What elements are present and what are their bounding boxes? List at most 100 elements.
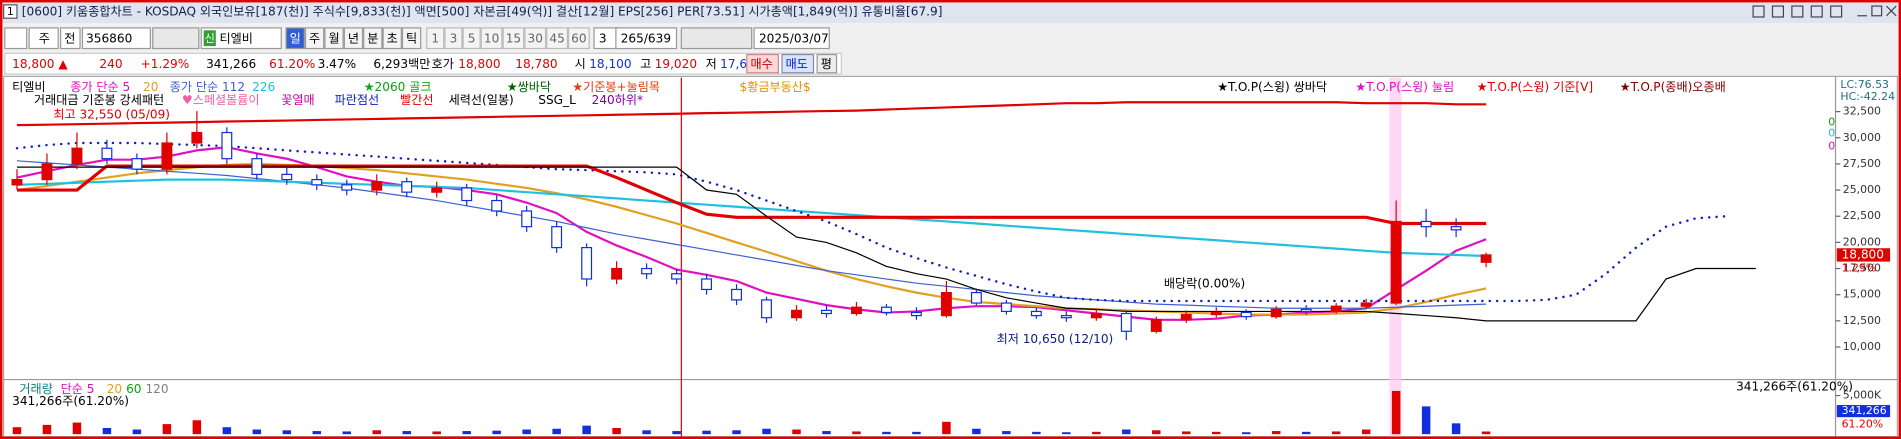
period: 틱 [406, 31, 417, 45]
volume-bar [612, 427, 621, 435]
interval-button[interactable] [546, 27, 568, 50]
search-button[interactable] [152, 27, 200, 50]
legend-indicator: 거래대금 기준봉 강세패턴 [34, 93, 164, 107]
candle-body [880, 306, 892, 314]
y-tick-label: 32,500 [1843, 105, 1881, 118]
volume-bar [1062, 432, 1071, 435]
window-icon[interactable] [3, 4, 18, 19]
volume-bar [1271, 431, 1281, 435]
last-price-box [1836, 248, 1891, 262]
volume-ma: 120 [145, 382, 168, 396]
volume-bar [1241, 432, 1251, 435]
y-tick-label: 20,000 [1843, 235, 1881, 248]
period-button[interactable] [285, 27, 305, 50]
legend-indicator: 꽃열매 [281, 93, 314, 107]
interval-button[interactable] [524, 27, 547, 50]
volume-bar [1301, 431, 1311, 435]
candle-body [1480, 254, 1492, 263]
count-field[interactable] [615, 27, 678, 50]
legend-indicator: ★쌍바닥 [507, 80, 551, 94]
candle-body [1420, 220, 1432, 228]
candle-body [281, 173, 293, 181]
volume-bar [1331, 431, 1341, 435]
code-input[interactable] [81, 27, 151, 50]
volume-bar [1032, 431, 1041, 435]
volume-last-label: 341,266 [1842, 404, 1887, 417]
amount: 6,293백만 [373, 57, 430, 71]
open: 18,100 [589, 57, 631, 71]
legend-indicator: 240하위* [592, 93, 643, 107]
volume: 341,266 [206, 57, 256, 71]
candle-body [431, 187, 443, 193]
period: 주 [309, 31, 320, 45]
candle-body [461, 187, 473, 202]
period-button[interactable] [343, 27, 364, 50]
interval: 10 [484, 31, 499, 45]
candle-body [1000, 302, 1012, 313]
legend-indicator: ★T.O.P(종배)오종배 [1620, 80, 1726, 94]
volume-bar [372, 430, 382, 435]
y-tick-label: 27,500 [1843, 157, 1881, 170]
candle-body [940, 291, 952, 317]
volume-bar [1212, 431, 1221, 435]
y-tick-label: 25,000 [1843, 183, 1881, 196]
candle-body [341, 184, 353, 191]
date-field[interactable] [753, 27, 830, 50]
unit-select[interactable] [28, 27, 59, 50]
volume-bar [1152, 430, 1161, 435]
legend-indicator: $황금부동산$ [740, 80, 811, 94]
name-field[interactable] [200, 27, 282, 50]
volume-bar [312, 431, 322, 435]
volume-last-box [1836, 405, 1891, 418]
mode-select[interactable] [60, 27, 81, 50]
period-button[interactable] [401, 27, 422, 50]
volume-ratio: 61.20% [269, 57, 315, 71]
volume-bar [1391, 390, 1401, 435]
window-controls[interactable] [1752, 5, 1897, 18]
volume-bar [882, 431, 891, 435]
price-line [16, 166, 1756, 322]
candle-body [161, 142, 173, 170]
count: 265/639 [621, 31, 671, 45]
volume-bar [762, 428, 771, 435]
y-tick-label: 30,000 [1843, 131, 1881, 144]
candle-body [191, 131, 203, 144]
chart-type-button[interactable] [4, 27, 28, 50]
signal-value: 0 [1828, 140, 1835, 153]
volume-ma: 60 [126, 382, 141, 396]
buy-button[interactable] [746, 53, 779, 74]
volume-bar [1092, 431, 1101, 435]
volume-bar [1002, 431, 1011, 435]
last-change: 1.29% [1842, 261, 1877, 274]
interval: 5 [468, 31, 476, 45]
period-button[interactable] [324, 27, 344, 50]
period-button[interactable] [363, 27, 383, 50]
period-button[interactable] [304, 27, 325, 50]
price-line [16, 101, 1487, 127]
new-tag-bg [203, 30, 216, 47]
turnover: 3.47% [318, 57, 356, 71]
window-title: [0600] 키움종합차트 - KOSDAQ 외국인보유[187(천)] 주식수… [22, 4, 943, 19]
volume-bar [972, 428, 981, 435]
change-rate: +1.29% [141, 57, 190, 71]
candle-body [131, 158, 143, 170]
interval-button[interactable] [502, 27, 525, 50]
tool-icons[interactable] [680, 27, 753, 50]
sell-button[interactable] [781, 53, 815, 74]
interval-button[interactable] [444, 27, 463, 50]
interval-button[interactable] [462, 27, 481, 50]
interval-button[interactable] [426, 27, 445, 50]
legend-indicator: SSG_L [538, 93, 576, 107]
interval-button[interactable] [480, 27, 503, 50]
event-note: 배당락(0.00%) [1164, 276, 1245, 290]
quote-bg [4, 52, 842, 75]
interval-button[interactable] [567, 27, 590, 50]
volume-bar [912, 431, 921, 435]
candle-body [851, 306, 862, 315]
avg-button[interactable] [816, 53, 838, 74]
period-button[interactable] [382, 27, 402, 50]
low-label: 저 [706, 57, 717, 71]
volume-bar [702, 430, 711, 435]
legend: 티엘비 종가 단순 5 20 종가 단순 112 226 ★2060 골크 ★쌍… [12, 80, 1726, 107]
